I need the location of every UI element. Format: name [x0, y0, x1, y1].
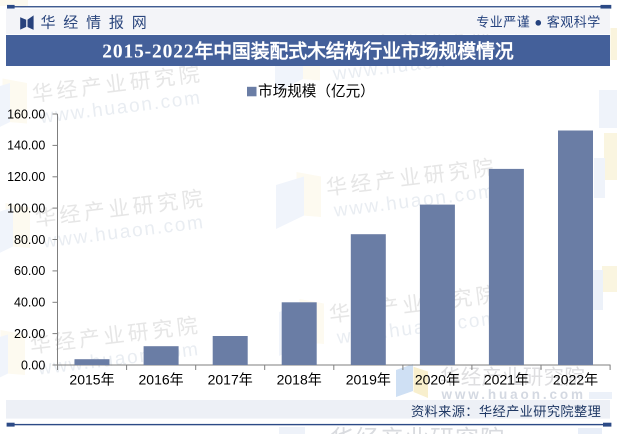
svg-text:华经产业研究院: 华经产业研究院: [440, 366, 585, 389]
svg-text:2021年: 2021年: [484, 372, 529, 388]
svg-text:2019年: 2019年: [346, 372, 391, 388]
svg-text:2018年: 2018年: [277, 372, 322, 388]
svg-text:华经情报网: 华经情报网: [41, 14, 155, 31]
svg-text:80.00: 80.00: [14, 233, 45, 247]
svg-text:20.00: 20.00: [14, 327, 45, 341]
svg-text:2015-2022年中国装配式木结构行业市场规模情况: 2015-2022年中国装配式木结构行业市场规模情况: [102, 40, 514, 63]
svg-text:2022年: 2022年: [553, 372, 598, 388]
svg-text:专业严谨 ● 客观科学: 专业严谨 ● 客观科学: [476, 15, 601, 30]
svg-text:市场规模（亿元）: 市场规模（亿元）: [258, 83, 375, 100]
svg-text:2020年: 2020年: [415, 372, 460, 388]
svg-text:120.00: 120.00: [7, 170, 45, 184]
svg-text:160.00: 160.00: [7, 107, 45, 121]
svg-text:www.huaon.com: www.huaon.com: [441, 387, 586, 402]
svg-text:100.00: 100.00: [7, 201, 45, 215]
svg-text:60.00: 60.00: [14, 264, 45, 278]
svg-text:140.00: 140.00: [7, 139, 45, 153]
svg-text:40.00: 40.00: [14, 296, 45, 310]
svg-text:华经产业研究院: 华经产业研究院: [330, 426, 505, 434]
svg-text:资料来源：华经产业研究院整理: 资料来源：华经产业研究院整理: [411, 404, 601, 419]
svg-text:2017年: 2017年: [208, 372, 253, 388]
svg-text:2016年: 2016年: [139, 372, 184, 388]
svg-text:2015年: 2015年: [69, 372, 114, 388]
svg-text:0.00: 0.00: [21, 358, 45, 372]
